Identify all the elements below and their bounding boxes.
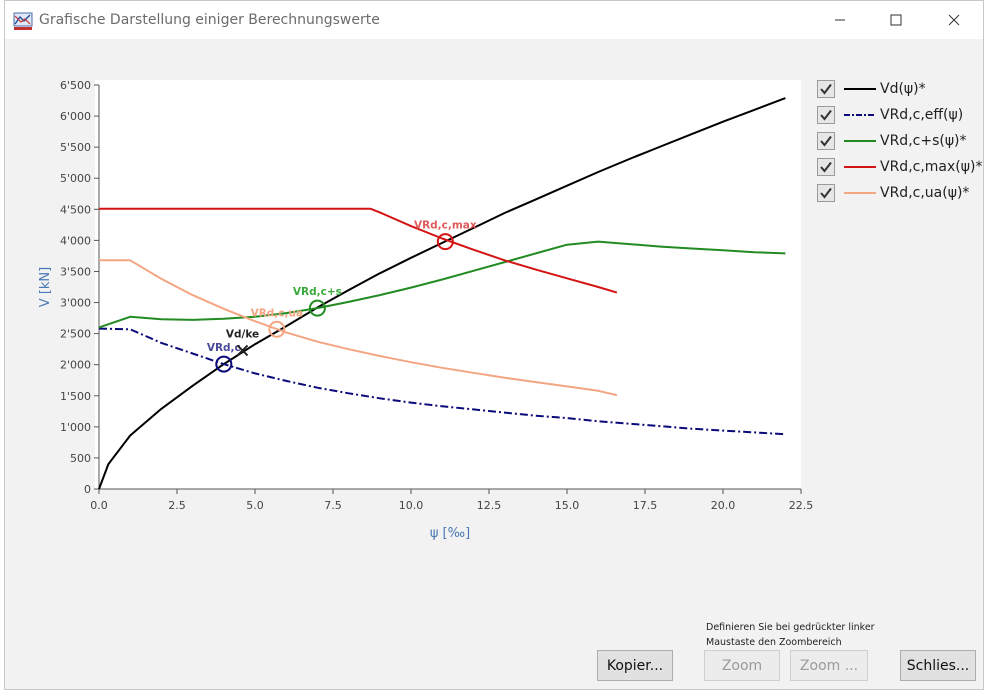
legend-line-swatch — [844, 160, 876, 174]
x-tick-label: 17.5 — [633, 499, 658, 512]
checkmark-icon — [820, 161, 832, 173]
legend-checkbox[interactable] — [817, 184, 835, 202]
plot-area-background — [95, 80, 801, 489]
checkmark-icon — [820, 135, 832, 147]
legend-checkbox[interactable] — [817, 158, 835, 176]
x-tick-label: 5.0 — [246, 499, 264, 512]
legend-item[interactable]: VRd,c,ua(ψ)* — [814, 180, 984, 206]
y-tick-label: 4'000 — [60, 234, 91, 247]
marker-circle-2[interactable] — [268, 320, 286, 338]
copy-button[interactable]: Kopier... — [597, 650, 673, 681]
y-tick-label: 6'000 — [60, 110, 91, 123]
zoom-hint-line-2: Maustaste den Zoombereich — [706, 637, 842, 648]
y-tick-label: 1'500 — [60, 390, 91, 403]
title-bar[interactable]: Grafische Darstellung einiger Berechnung… — [5, 1, 983, 39]
x-tick-label: 10.0 — [399, 499, 424, 512]
zoom-options-button[interactable]: Zoom ... — [790, 650, 868, 681]
series-line-4[interactable] — [99, 259, 618, 397]
maximize-icon[interactable] — [873, 1, 919, 39]
legend-label: VRd,c,max(ψ)* — [880, 159, 983, 175]
legend-item[interactable]: VRd,c,max(ψ)* — [814, 154, 984, 180]
legend-line-swatch — [844, 82, 876, 96]
checkmark-icon — [820, 83, 832, 95]
legend-line-swatch — [844, 186, 876, 200]
marker-label-1: VRd,c+s — [293, 286, 342, 298]
series-line-1[interactable] — [98, 327, 786, 436]
checkmark-icon — [820, 109, 832, 121]
zoom-hint: Definieren Sie bei gedrückter linker Mau… — [706, 620, 886, 650]
legend-label: VRd,c,eff(ψ) — [880, 107, 964, 123]
y-tick-label: 2'000 — [60, 359, 91, 372]
marker-cross-b-4 — [236, 344, 249, 357]
x-tick-label: 22.5 — [789, 499, 814, 512]
x-tick-label: 0.0 — [90, 499, 108, 512]
legend-item[interactable]: VRd,c,eff(ψ) — [814, 102, 984, 128]
marker-circle-3[interactable] — [215, 355, 233, 373]
series-line-3[interactable] — [99, 207, 618, 294]
legend-checkbox[interactable] — [817, 106, 835, 124]
y-tick-label: 500 — [70, 452, 91, 465]
legend-line-swatch — [844, 134, 876, 148]
legend-label: Vd(ψ)* — [880, 81, 926, 97]
minimize-icon[interactable] — [817, 1, 863, 39]
y-tick-label: 3'000 — [60, 297, 91, 310]
x-tick-label: 7.5 — [324, 499, 342, 512]
y-tick-label: 6'500 — [60, 79, 91, 92]
marker-circle-0[interactable] — [436, 233, 454, 251]
legend-label: VRd,c+s(ψ)* — [880, 133, 967, 149]
window-title: Grafische Darstellung einiger Berechnung… — [39, 12, 380, 28]
y-tick-label: 0 — [84, 483, 91, 496]
checkmark-icon — [820, 187, 832, 199]
y-tick-label: 4'500 — [60, 203, 91, 216]
y-tick-label: 3'500 — [60, 265, 91, 278]
legend-item[interactable]: VRd,c+s(ψ)* — [814, 128, 984, 154]
x-tick-label: 20.0 — [711, 499, 736, 512]
legend-label: VRd,c,ua(ψ)* — [880, 185, 970, 201]
y-tick-label: 2'500 — [60, 328, 91, 341]
series-line-2[interactable] — [98, 240, 786, 329]
marker-label-2: VRd,c,ua — [251, 307, 304, 319]
legend-item[interactable]: Vd(ψ)* — [814, 76, 984, 102]
x-tick-label: 12.5 — [477, 499, 502, 512]
marker-label-0: VRd,c,max — [414, 220, 477, 232]
marker-circle-1[interactable] — [308, 299, 326, 317]
legend-line-swatch — [844, 108, 876, 122]
y-tick-label: 5'500 — [60, 141, 91, 154]
x-tick-label: 2.5 — [168, 499, 186, 512]
y-axis-title: V [kN] — [38, 267, 53, 307]
marker-label-4: Vd/ke — [226, 328, 259, 340]
x-axis-title: ψ [‰] — [430, 526, 470, 541]
zoom-hint-line-1: Definieren Sie bei gedrückter linker — [706, 622, 875, 633]
legend-checkbox[interactable] — [817, 132, 835, 150]
legend-checkbox[interactable] — [817, 80, 835, 98]
close-icon[interactable] — [931, 1, 977, 39]
zoom-button[interactable]: Zoom — [704, 650, 780, 681]
graph-app-icon — [13, 11, 33, 31]
series-line-0[interactable] — [98, 97, 786, 490]
marker-label-3: VRd,c — [207, 342, 241, 354]
legend: Vd(ψ)* VRd,c,eff(ψ) VRd,c+s(ψ)* VRd,c,max(ψ… — [814, 76, 984, 206]
y-tick-label: 1'000 — [60, 421, 91, 434]
y-tick-label: 5'000 — [60, 172, 91, 185]
close-button[interactable]: Schlies... — [900, 650, 976, 681]
x-tick-label: 15.0 — [555, 499, 580, 512]
